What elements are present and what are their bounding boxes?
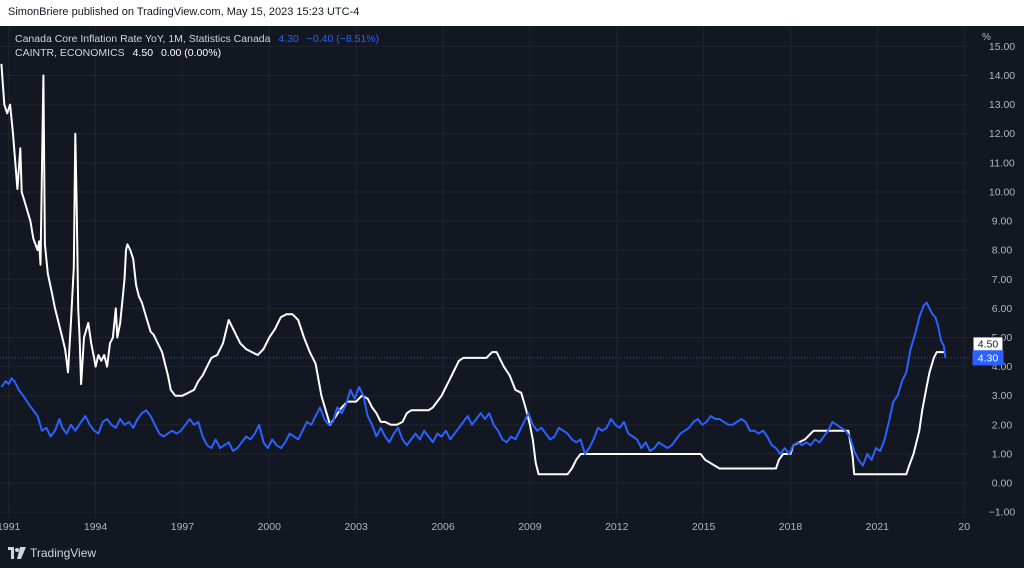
series-line [0, 63, 946, 476]
tradingview-logo-text: TradingView [30, 546, 97, 560]
y-tick-label: 10.00 [989, 186, 1015, 198]
y-axis-unit-label: % [982, 32, 991, 43]
x-tick-label: 2003 [344, 521, 368, 533]
x-tick-label: 2000 [258, 521, 282, 533]
y-tick-label: 3.00 [992, 390, 1013, 402]
legend-series1-name: Canada Core Inflation Rate YoY, 1M, Stat… [15, 33, 271, 45]
x-tick-label: 1997 [171, 521, 195, 533]
y-tick-label: 7.00 [992, 274, 1013, 286]
series-lines [0, 63, 947, 476]
y-tick-label: 14.00 [989, 70, 1015, 82]
y-tick-label: 8.00 [992, 245, 1013, 257]
x-tick-label: 2015 [692, 521, 716, 533]
y-tick-label: 15.00 [989, 41, 1015, 53]
price-tag-label: 4.30 [978, 352, 999, 364]
legend-series1-change: −0.40 (−8.51%) [306, 33, 380, 45]
x-tick-label: 1991 [0, 521, 21, 533]
x-axis: 1991 1994 1997 2000 2003 2006 2009 2012 2015 2018… [0, 521, 970, 533]
y-axis: −1.000.001.002.003.004.005.006.007.008.0… [989, 41, 1016, 519]
y-tick-label: −1.00 [989, 507, 1016, 519]
x-tick-label: 2012 [605, 521, 629, 533]
footer-bar [0, 540, 1024, 568]
x-tick-label: 2018 [779, 521, 803, 533]
legend-row-interest-rate[interactable]: CAINTR, ECONOMICS 4.50 0.00 (0.00%) [15, 47, 226, 59]
x-tick-label: 20 [958, 521, 970, 533]
tradingview-logo[interactable]: TradingView [8, 546, 96, 560]
y-tick-label: 2.00 [992, 419, 1013, 431]
publisher-text: SimonBriere published on TradingView.com… [8, 6, 360, 18]
legend-series1-value: 4.30 [278, 33, 299, 45]
price-tag-label: 4.50 [978, 338, 999, 350]
series-line [0, 301, 947, 467]
x-tick-label: 2006 [431, 521, 455, 533]
y-tick-label: 6.00 [992, 303, 1013, 315]
publisher-bar: SimonBriere published on TradingView.com… [0, 0, 1024, 26]
x-tick-label: 1994 [84, 521, 108, 533]
legend-series2-change: 0.00 (0.00%) [160, 47, 222, 59]
price-tag: 4.50 [972, 336, 1004, 352]
tradingview-logo-icon [8, 547, 26, 559]
y-tick-label: 13.00 [989, 99, 1015, 111]
x-tick-label: 2021 [866, 521, 890, 533]
y-tick-label: 0.00 [992, 478, 1013, 490]
legend-series2-name: CAINTR, ECONOMICS [15, 47, 125, 59]
y-tick-label: 9.00 [992, 216, 1013, 228]
y-tick-label: 11.00 [989, 157, 1015, 169]
y-tick-label: 12.00 [989, 128, 1015, 140]
y-tick-label: 1.00 [992, 448, 1013, 460]
price-tags: 4.50 4.30 [972, 336, 1004, 366]
x-tick-label: 2009 [518, 521, 542, 533]
chart-grid [0, 26, 970, 518]
price-tag: 4.30 [972, 350, 1004, 366]
legend-row-core-inflation[interactable]: Canada Core Inflation Rate YoY, 1M, Stat… [15, 33, 384, 45]
legend-series2-value: 4.50 [132, 47, 154, 59]
